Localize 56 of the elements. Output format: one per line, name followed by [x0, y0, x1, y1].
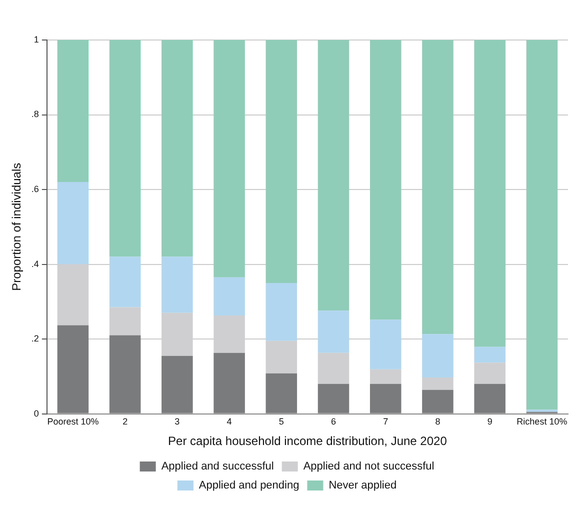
bar — [370, 384, 402, 414]
x-tick-label: Richest 10% — [516, 416, 568, 427]
bar — [109, 40, 141, 257]
bar — [57, 325, 89, 414]
x-tick-label: 6 — [331, 416, 336, 427]
legend-label: Applied and pending — [198, 480, 300, 492]
x-tick-label: 8 — [435, 416, 440, 427]
bar — [422, 40, 454, 334]
y-tick-label: .4 — [31, 258, 39, 269]
legend-label: Never applied — [328, 480, 397, 492]
x-tick-label: 4 — [226, 416, 232, 427]
bar — [370, 320, 402, 370]
bar — [526, 40, 558, 410]
x-tick-label: 2 — [122, 416, 128, 427]
bar — [318, 40, 350, 311]
x-tick-label: 5 — [278, 416, 284, 427]
bar — [266, 40, 298, 283]
bar — [474, 346, 506, 363]
bar — [214, 277, 245, 316]
y-tick-label: .2 — [31, 334, 39, 344]
y-tick-label: 1 — [34, 34, 39, 44]
x-axis-title: Per capita household income distribution, June 2020 — [168, 434, 448, 448]
bar — [318, 384, 350, 414]
legend-label: Applied and not successful — [303, 460, 434, 473]
bar — [474, 40, 506, 347]
bar — [162, 356, 193, 414]
x-tick-label: Poorest 10% — [47, 416, 99, 427]
bar — [266, 282, 298, 341]
bar — [422, 334, 454, 378]
bar — [57, 40, 89, 182]
legend-label: Applied and successful — [161, 460, 274, 473]
bar — [422, 390, 454, 414]
bar — [370, 40, 402, 320]
y-tick-label: .8 — [31, 109, 39, 120]
bar — [474, 362, 506, 384]
x-tick-label: 9 — [487, 416, 492, 427]
bar — [109, 307, 141, 336]
bar — [57, 182, 89, 264]
bar — [474, 384, 506, 414]
bar — [214, 40, 245, 278]
y-axis-title: Proportion of individuals — [10, 162, 24, 291]
y-tick-label: .6 — [31, 184, 39, 194]
bar — [266, 340, 298, 374]
bar — [266, 373, 298, 414]
y-tick-label: 0 — [34, 408, 39, 418]
bar — [318, 310, 350, 353]
bar — [109, 256, 141, 308]
bar — [370, 369, 402, 384]
bar — [318, 352, 350, 384]
bar — [422, 378, 454, 390]
bar — [109, 335, 141, 414]
bar — [162, 40, 193, 257]
bar — [162, 256, 193, 313]
x-tick-label: 7 — [383, 416, 388, 427]
bar — [214, 352, 245, 414]
x-tick-label: 3 — [174, 416, 180, 427]
